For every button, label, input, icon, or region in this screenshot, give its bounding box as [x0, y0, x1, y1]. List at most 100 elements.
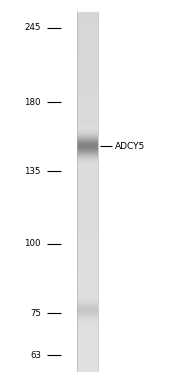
Bar: [77, 145, 98, 146]
Bar: [77, 258, 98, 259]
Bar: [77, 40, 98, 42]
Bar: [77, 339, 98, 341]
Bar: [77, 88, 98, 90]
Bar: [77, 160, 98, 161]
Bar: [77, 357, 98, 359]
Bar: [77, 284, 98, 286]
Bar: [77, 54, 98, 55]
Bar: [77, 136, 98, 137]
Bar: [77, 128, 98, 130]
Bar: [77, 166, 98, 167]
Bar: [77, 361, 98, 362]
Bar: [77, 146, 98, 147]
Bar: [77, 240, 98, 241]
Bar: [77, 43, 98, 45]
Bar: [77, 150, 98, 151]
Bar: [77, 308, 98, 309]
Bar: [77, 304, 98, 305]
Bar: [77, 319, 98, 320]
Bar: [77, 310, 98, 312]
Bar: [77, 324, 98, 325]
Bar: [77, 140, 98, 141]
Bar: [77, 127, 98, 128]
Bar: [77, 30, 98, 31]
Bar: [77, 352, 98, 354]
Bar: [77, 61, 98, 63]
Bar: [77, 157, 98, 158]
Bar: [77, 305, 98, 306]
Bar: [77, 14, 98, 16]
Bar: [77, 137, 98, 138]
Bar: [77, 289, 98, 290]
Bar: [77, 161, 98, 162]
Bar: [77, 209, 98, 210]
Bar: [77, 330, 98, 331]
Bar: [77, 283, 98, 284]
Bar: [77, 149, 98, 150]
Bar: [77, 112, 98, 114]
Bar: [77, 291, 98, 293]
Bar: [77, 342, 98, 343]
Bar: [77, 134, 98, 136]
Bar: [77, 212, 98, 214]
Bar: [77, 58, 98, 60]
Bar: [77, 159, 98, 161]
Bar: [77, 164, 98, 166]
Bar: [77, 299, 98, 300]
Bar: [77, 108, 98, 109]
Bar: [77, 125, 98, 126]
Bar: [77, 172, 98, 174]
Bar: [77, 133, 98, 135]
Bar: [77, 127, 98, 128]
Bar: [77, 143, 98, 144]
Bar: [77, 157, 98, 158]
Bar: [77, 316, 98, 318]
Bar: [77, 255, 98, 257]
Bar: [77, 159, 98, 160]
Text: ADCY5: ADCY5: [115, 141, 146, 150]
Bar: [77, 137, 98, 138]
Bar: [77, 146, 98, 147]
Bar: [77, 286, 98, 288]
Bar: [77, 53, 98, 54]
Bar: [77, 81, 98, 83]
Bar: [77, 192, 98, 193]
Bar: [77, 300, 98, 301]
Bar: [77, 307, 98, 308]
Bar: [77, 133, 98, 134]
Bar: [77, 130, 98, 132]
Bar: [77, 332, 98, 334]
Bar: [77, 70, 98, 72]
Bar: [77, 307, 98, 308]
Bar: [77, 256, 98, 258]
Bar: [77, 259, 98, 260]
Bar: [77, 370, 98, 372]
Bar: [77, 313, 98, 314]
Bar: [77, 161, 98, 162]
Bar: [77, 214, 98, 216]
Bar: [77, 297, 98, 298]
Bar: [77, 166, 98, 168]
Bar: [77, 140, 98, 141]
Bar: [77, 154, 98, 155]
Bar: [77, 296, 98, 297]
Bar: [77, 295, 98, 296]
Bar: [77, 110, 98, 112]
Bar: [77, 142, 98, 143]
Bar: [77, 305, 98, 306]
Bar: [77, 354, 98, 355]
Bar: [77, 162, 98, 163]
Bar: [77, 309, 98, 311]
Bar: [77, 131, 98, 132]
Bar: [77, 244, 98, 246]
Bar: [77, 125, 98, 126]
Bar: [77, 15, 98, 17]
Bar: [77, 138, 98, 139]
Text: 100: 100: [24, 239, 41, 248]
Bar: [77, 311, 98, 312]
Bar: [77, 132, 98, 133]
Bar: [77, 202, 98, 204]
Bar: [77, 36, 98, 37]
Bar: [77, 91, 98, 93]
Bar: [77, 31, 98, 32]
